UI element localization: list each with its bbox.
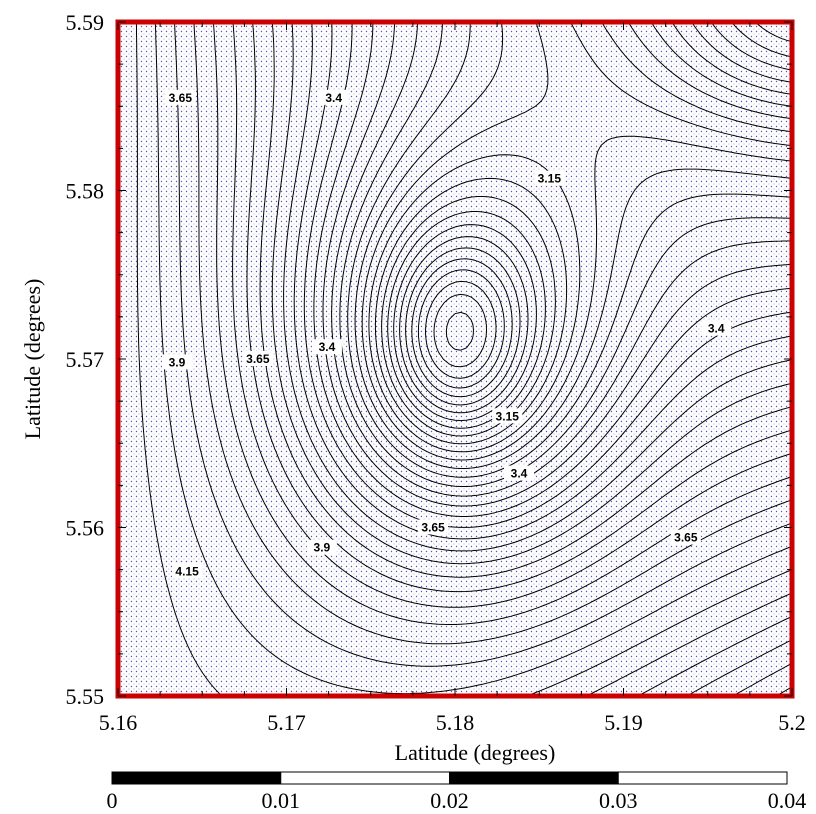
scale-bar-segment: [280, 771, 450, 785]
contour-label-background: [311, 339, 342, 355]
contour-label: 3.65: [169, 91, 193, 105]
contour-line: [433, 293, 487, 368]
contour-line: [283, 22, 792, 552]
contour-line: [193, 22, 792, 645]
contour-line: [347, 22, 792, 478]
axis-ticks: [117, 21, 793, 697]
contour-label: 3.65: [674, 531, 698, 545]
x-tick-label: 5.16: [99, 710, 138, 735]
contour-line: [732, 662, 792, 696]
contour-label: 3.15: [538, 172, 562, 186]
contour-line: [293, 22, 792, 540]
contour-label: 3.4: [708, 322, 725, 336]
contour-line: [313, 22, 792, 517]
contour-label: 3.4: [325, 91, 342, 105]
y-tick-label: 5.58: [66, 179, 105, 204]
x-axis-tick-labels: 5.16 5.17 5.18 5.19 5.2: [99, 710, 806, 735]
plot-background: [118, 22, 792, 696]
contour-label-background: [242, 351, 273, 366]
contour-line: [331, 22, 792, 497]
contour-label: 3.4: [319, 340, 336, 354]
contour-label-background: [172, 563, 203, 579]
y-axis-tick-labels: 5.55 5.56 5.57 5.58 5.59: [66, 10, 105, 709]
contour-lines: [135, 22, 792, 696]
contour-label-background: [165, 89, 196, 105]
scale-bar-label: 0.02: [430, 788, 469, 813]
contour-label-background: [504, 465, 535, 481]
contour-label-background: [161, 354, 192, 370]
x-tick-label: 5.18: [436, 710, 475, 735]
contour-line: [303, 22, 792, 528]
contour-label-background: [492, 408, 523, 424]
contour-line: [775, 686, 792, 696]
contour-label-background: [418, 519, 449, 535]
contour-line: [361, 22, 792, 461]
contour-line: [399, 22, 792, 414]
scale-bar-label: 0.03: [599, 788, 638, 813]
contour-label-background: [670, 529, 701, 545]
contour-label: 3.4: [511, 467, 528, 481]
scale-bar-segment: [617, 771, 788, 785]
y-tick-label: 5.56: [66, 516, 105, 541]
x-axis-title: Latitude (degrees): [395, 740, 556, 765]
contour-label: 4.15: [175, 564, 199, 578]
scale-bar: [111, 771, 788, 785]
scale-bar-segment: [111, 771, 282, 785]
contour-label-background: [701, 320, 732, 336]
contour-label: 3.65: [421, 521, 445, 535]
contour-line: [154, 22, 792, 695]
x-tick-label: 5.2: [778, 710, 806, 735]
contour-label: 3.15: [496, 409, 520, 423]
contour-label: 3.9: [314, 541, 331, 555]
y-tick-label: 5.55: [66, 684, 105, 709]
contour-line: [174, 22, 792, 667]
y-tick-label: 5.57: [66, 347, 105, 372]
contour-label-background: [306, 539, 337, 555]
scale-bar-label: 0.01: [262, 788, 301, 813]
contour-label-background: [534, 170, 565, 186]
contour-labels: 3.65 3.4 3.15 3.4 3.9 3.65 3.4 3.15 3.4 3.65 3.65 3…: [161, 89, 732, 579]
y-tick-label: 5.59: [66, 10, 105, 35]
scale-bar-segment: [449, 771, 619, 785]
contour-label-background: [318, 89, 349, 105]
contour-label: 3.9: [169, 355, 186, 369]
x-tick-label: 5.19: [604, 710, 643, 735]
contour-line: [374, 22, 792, 445]
contour-line: [354, 22, 792, 469]
contour-line: [445, 311, 474, 351]
scale-bar-label: 0.04: [768, 788, 807, 813]
contour-line: [135, 22, 792, 696]
scale-bar-label: 0: [107, 788, 118, 813]
x-tick-label: 5.17: [267, 710, 306, 735]
contour-line: [322, 22, 792, 507]
contour-label: 3.65: [246, 352, 270, 366]
scale-bar-labels: 0 0.01 0.02 0.03 0.04: [107, 788, 807, 813]
y-axis-title: Latitude (degrees): [20, 279, 45, 440]
contour-line: [259, 22, 792, 578]
